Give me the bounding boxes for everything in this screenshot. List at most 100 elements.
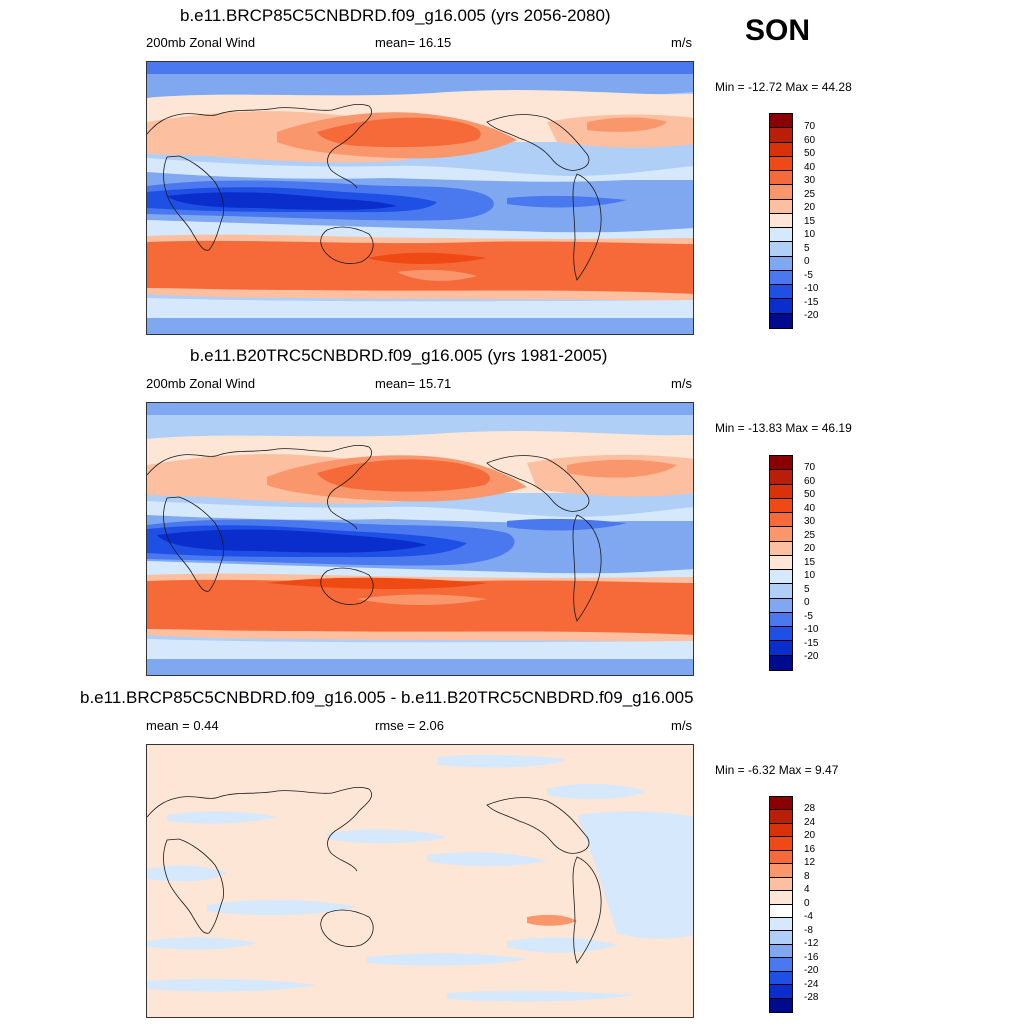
colorbar-segment bbox=[770, 823, 792, 838]
season-label: SON bbox=[745, 14, 811, 47]
panel-2-title: b.e11.B20TRC5CNBDRD.f09_g16.005 (yrs 198… bbox=[190, 346, 608, 365]
colorbar-tick-label: 10 bbox=[804, 570, 816, 581]
colorbar-segment bbox=[770, 810, 792, 824]
colorbar-tick-label: 16 bbox=[804, 843, 816, 855]
colorbar-segment bbox=[770, 837, 792, 851]
colorbar-segment bbox=[770, 931, 792, 945]
colorbar-segment bbox=[770, 904, 792, 918]
colorbar-segment bbox=[770, 917, 792, 932]
panel-3-title: b.e11.BRCP85C5CNBDRD.f09_g16.005 - b.e11… bbox=[80, 688, 694, 707]
colorbar-segment bbox=[770, 570, 792, 585]
colorbar-segment bbox=[770, 513, 792, 528]
colorbar-segment bbox=[770, 797, 792, 811]
colorbar-tick-label: 0 bbox=[804, 597, 810, 608]
panel-2-minmax: Min = -13.83 Max = 46.19 bbox=[715, 421, 852, 435]
colorbar-tick-label: 25 bbox=[804, 529, 816, 541]
panel-1-mean-label: mean= 16.15 bbox=[375, 35, 452, 50]
colorbar-segment bbox=[770, 655, 792, 670]
colorbar-tick-label: -10 bbox=[804, 283, 819, 294]
colorbar-segment bbox=[770, 891, 792, 905]
colorbar-tick-label: 0 bbox=[804, 897, 810, 909]
colorbar-segment bbox=[770, 998, 792, 1012]
panel-2-colorbar bbox=[769, 455, 793, 671]
colorbar-segment bbox=[770, 641, 792, 656]
colorbar-tick-label: 12 bbox=[804, 857, 816, 868]
panel-2-variable-label: 200mb Zonal Wind bbox=[146, 376, 256, 391]
colorbar-tick-label: 30 bbox=[804, 175, 816, 186]
colorbar-tick-label: -20 bbox=[804, 965, 819, 976]
colorbar-tick-label: -12 bbox=[804, 938, 819, 949]
colorbar-segment bbox=[770, 256, 792, 271]
colorbar-segment bbox=[770, 470, 792, 485]
colorbar-tick-label: -16 bbox=[804, 951, 819, 963]
colorbar-segment bbox=[770, 114, 792, 129]
colorbar-tick-label: 70 bbox=[804, 121, 816, 132]
colorbar-tick-label: 30 bbox=[804, 516, 816, 527]
colorbar-segment bbox=[770, 128, 792, 143]
colorbar-tick-label: 4 bbox=[804, 884, 810, 895]
colorbar-tick-label: -20 bbox=[804, 310, 819, 321]
panel-1-units-label: m/s bbox=[671, 35, 692, 50]
panel-3-contour-plot bbox=[147, 745, 693, 1017]
panel-1-variable-label: 200mb Zonal Wind bbox=[146, 35, 256, 50]
colorbar-tick-label: -10 bbox=[804, 624, 819, 635]
colorbar-tick-label: -24 bbox=[804, 978, 819, 990]
colorbar-tick-label: 15 bbox=[804, 556, 816, 568]
colorbar-segment bbox=[770, 864, 792, 878]
colorbar-segment bbox=[770, 171, 792, 186]
colorbar-segment bbox=[770, 484, 792, 499]
panel-3-mean-label: mean = 0.44 bbox=[146, 718, 219, 733]
colorbar-segment bbox=[770, 242, 792, 257]
colorbar-tick-label: -15 bbox=[804, 296, 819, 308]
colorbar-segment bbox=[770, 627, 792, 642]
colorbar-segment bbox=[770, 270, 792, 286]
colorbar-segment bbox=[770, 584, 792, 599]
colorbar-tick-label: -15 bbox=[804, 637, 819, 649]
colorbar-tick-label: 60 bbox=[804, 475, 816, 487]
colorbar-segment bbox=[770, 299, 792, 314]
panel-3-minmax: Min = -6.32 Max = 9.47 bbox=[715, 763, 839, 777]
panel-3-map bbox=[146, 744, 694, 1018]
colorbar-tick-label: -20 bbox=[804, 651, 819, 662]
colorbar-segment bbox=[770, 456, 792, 471]
colorbar-tick-label: 20 bbox=[804, 543, 816, 554]
colorbar-tick-label: 25 bbox=[804, 188, 816, 200]
colorbar-segment bbox=[770, 498, 792, 514]
colorbar-segment bbox=[770, 527, 792, 542]
colorbar-segment bbox=[770, 228, 792, 243]
colorbar-segment bbox=[770, 598, 792, 613]
colorbar-tick-label: 15 bbox=[804, 215, 816, 227]
colorbar-segment bbox=[770, 971, 792, 986]
colorbar-tick-label: -5 bbox=[804, 610, 813, 622]
colorbar-tick-label: 40 bbox=[804, 502, 816, 514]
colorbar-tick-label: 5 bbox=[804, 242, 810, 254]
colorbar-tick-label: 28 bbox=[804, 803, 816, 814]
colorbar-tick-label: 5 bbox=[804, 583, 810, 595]
panel-2-units-label: m/s bbox=[671, 376, 692, 391]
colorbar-tick-label: 40 bbox=[804, 161, 816, 173]
colorbar-tick-label: 70 bbox=[804, 462, 816, 473]
colorbar-tick-label: 20 bbox=[804, 202, 816, 213]
panel-2-contour-plot bbox=[147, 403, 693, 675]
colorbar-tick-label: -5 bbox=[804, 269, 813, 281]
colorbar-tick-label: 50 bbox=[804, 489, 816, 500]
panel-3-units-label: m/s bbox=[671, 718, 692, 733]
panel-1-colorbar bbox=[769, 113, 793, 329]
colorbar-tick-label: 8 bbox=[804, 870, 810, 882]
colorbar-segment bbox=[770, 958, 792, 972]
panel-2-map bbox=[146, 402, 694, 676]
colorbar-segment bbox=[770, 944, 792, 959]
colorbar-tick-label: -28 bbox=[804, 992, 819, 1003]
colorbar-segment bbox=[770, 850, 792, 865]
colorbar-tick-label: 24 bbox=[804, 816, 816, 828]
panel-2-mean-label: mean= 15.71 bbox=[375, 376, 452, 391]
colorbar-segment bbox=[770, 313, 792, 328]
panel-1-contour-plot bbox=[147, 62, 693, 334]
colorbar-tick-label: -4 bbox=[804, 911, 813, 922]
colorbar-segment bbox=[770, 185, 792, 200]
panel-1-minmax: Min = -12.72 Max = 44.28 bbox=[715, 80, 852, 94]
colorbar-segment bbox=[770, 199, 792, 214]
colorbar-segment bbox=[770, 156, 792, 172]
colorbar-tick-label: 60 bbox=[804, 134, 816, 146]
colorbar-segment bbox=[770, 612, 792, 628]
